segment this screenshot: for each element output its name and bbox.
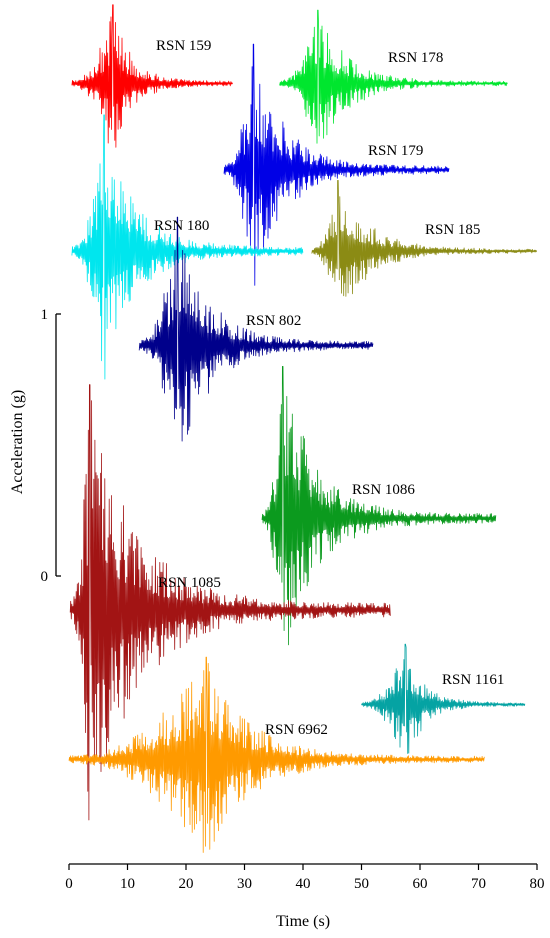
- trace-rsn-179: [223, 43, 450, 286]
- y-axis-title: Acceleration (g): [9, 390, 26, 494]
- trace-labels: RSN 159 RSN 178 RSN 179 RSN 180 RSN 185 RSN 8…: [154, 38, 504, 738]
- trace-rsn-185: [311, 180, 538, 297]
- acceleration-scale-bar: 1 0: [41, 307, 61, 585]
- trace-rsn-159: [71, 4, 233, 148]
- trace-rsn-6962: [68, 656, 485, 853]
- x-axis: 0 10 20 30 40 50 60 70 80: [65, 863, 545, 892]
- trace-rsn-1161: [361, 643, 526, 754]
- x-tick-label: 40: [296, 876, 311, 892]
- label-rsn-6962: RSN 6962: [265, 722, 328, 738]
- scale-bar-high-label: 1: [41, 307, 49, 323]
- label-rsn-1085: RSN 1085: [158, 575, 221, 591]
- label-rsn-159: RSN 159: [156, 38, 211, 54]
- label-rsn-180: RSN 180: [154, 218, 209, 234]
- x-tick-label: 70: [471, 876, 486, 892]
- x-axis-title: Time (s): [276, 913, 330, 930]
- x-tick-label: 60: [413, 876, 428, 892]
- x-tick-label: 50: [354, 876, 369, 892]
- trace-rsn-1085: [69, 384, 391, 821]
- label-rsn-802: RSN 802: [246, 313, 301, 329]
- x-tick-label: 30: [237, 876, 252, 892]
- trace-rsn-1086: [261, 366, 497, 646]
- trace-rsn-802: [138, 216, 374, 442]
- x-tick-label: 80: [530, 876, 545, 892]
- x-axis-ticks: 0 10 20 30 40 50 60 70 80: [65, 864, 545, 892]
- x-tick-label: 0: [65, 876, 73, 892]
- label-rsn-179: RSN 179: [368, 143, 423, 159]
- label-rsn-178: RSN 178: [388, 50, 443, 66]
- label-rsn-185: RSN 185: [425, 222, 480, 238]
- x-tick-label: 20: [179, 876, 194, 892]
- trace-rsn-180: [71, 114, 304, 380]
- label-rsn-1086: RSN 1086: [352, 482, 415, 498]
- waveform-traces: [68, 4, 538, 853]
- x-tick-label: 10: [120, 876, 135, 892]
- label-rsn-1161: RSN 1161: [442, 672, 504, 688]
- trace-rsn-178: [279, 9, 508, 144]
- scale-bar-low-label: 0: [41, 569, 49, 585]
